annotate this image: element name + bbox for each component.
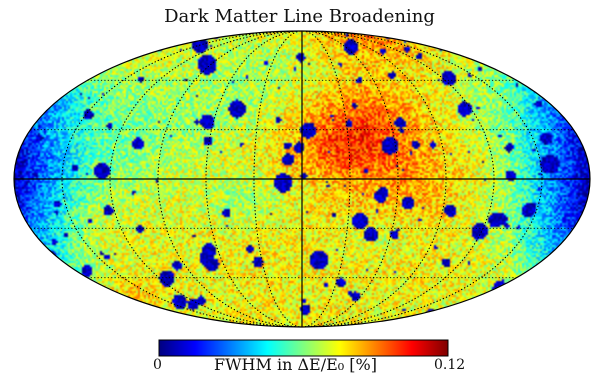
map-boundary	[13, 30, 591, 328]
colorbar-gradient	[158, 339, 449, 357]
colorbar-label: FWHM in ΔE/E₀ [%]	[214, 355, 377, 374]
colorbar-min-label: 0	[153, 357, 162, 373]
chart-title: Dark Matter Line Broadening	[164, 6, 435, 27]
graticule	[14, 31, 590, 327]
colorbar-max-label: 0.12	[434, 357, 466, 373]
